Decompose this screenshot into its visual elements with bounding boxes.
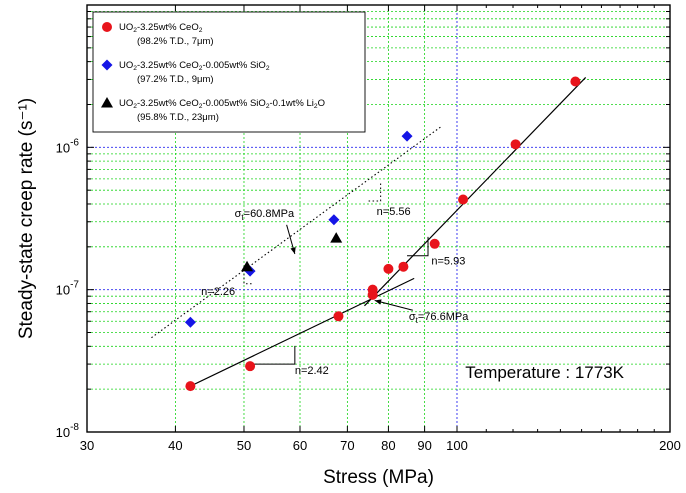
circle-data-point — [367, 284, 378, 295]
legend-entry-label-part: -0.005wt% SiO — [202, 98, 265, 109]
legend-box — [92, 11, 366, 133]
critical-stress-label-part: t — [416, 316, 419, 325]
legend-entry-label-part: UO — [119, 22, 133, 33]
x-tick-label: 30 — [80, 438, 94, 453]
legend-diamond-marker — [101, 59, 113, 71]
x-tick-label: 50 — [237, 438, 251, 453]
circle-data-point — [383, 263, 394, 274]
stress-exponent-label: n=5.93 — [431, 256, 465, 268]
critical-stress-label-part: t — [241, 213, 244, 222]
x-axis-label: Stress (MPa) — [323, 467, 434, 488]
fit-line — [364, 76, 587, 307]
triangle-data-point — [330, 232, 343, 243]
x-tick-label: 100 — [446, 438, 468, 453]
y-tick-label-base: 10 — [56, 140, 70, 155]
critical-stress-label-part: σ — [409, 311, 416, 323]
circle-data-point — [333, 311, 344, 322]
y-axis-label: Steady-state creep rate (s⁻¹) — [16, 98, 37, 339]
critical-stress-label: σt=76.6MPa — [409, 311, 469, 325]
legend-entry-label: UO2-3.25wt% CeO2 — [119, 22, 203, 34]
legend-entry-label-part: 2 — [314, 103, 318, 110]
stress-exponent-label: n=2.26 — [201, 286, 235, 298]
slope-triangle — [250, 345, 296, 365]
legend-entry-label: UO2-3.25wt% CeO2-0.005wt% SiO2 — [119, 60, 270, 72]
legend-entry-detail: (98.2% T.D., 7μm) — [137, 36, 214, 47]
x-tick-label: 40 — [168, 438, 182, 453]
y-tick-label-exponent: -6 — [70, 137, 79, 148]
x-tick-label: 60 — [293, 438, 307, 453]
legend-entry-label-part: -3.25wt% CeO — [137, 98, 199, 109]
legend-triangle-marker — [101, 97, 113, 108]
stress-exponent-label: n=5.56 — [377, 206, 411, 218]
triangle-data-point — [241, 260, 254, 272]
legend-entry-label-part: O — [318, 98, 325, 109]
circle-data-point — [398, 261, 409, 272]
legend-entry-label-part: -3.25wt% CeO — [137, 22, 199, 33]
legend-entry-label: UO2-3.25wt% CeO2-0.005wt% SiO2-0.1wt% Li… — [119, 98, 325, 110]
y-tick-label: 10-6 — [56, 137, 80, 155]
x-tick-label: 80 — [381, 438, 395, 453]
stress-exponent-label: n=2.42 — [295, 365, 329, 377]
slope-triangle — [368, 183, 382, 202]
circle-data-point — [185, 381, 196, 392]
diamond-data-point — [328, 214, 340, 226]
circle-data-point — [510, 139, 521, 150]
slope-triangle — [407, 236, 429, 257]
legend-entry-label-part: UO — [119, 60, 133, 71]
legend: UO2-3.25wt% CeO2(98.2% T.D., 7μm)UO2-3.2… — [92, 11, 366, 133]
x-tick-label: 90 — [417, 438, 431, 453]
y-tick-label-exponent: -8 — [70, 422, 79, 433]
diamond-data-point — [401, 130, 413, 142]
y-tick-label-exponent: -7 — [70, 280, 79, 291]
legend-entry-label-part: -3.25wt% CeO — [137, 60, 199, 71]
legend-entry-label-part: 2 — [266, 103, 270, 110]
legend-entry-label-part: 2 — [133, 103, 137, 110]
legend-entry-label-part: 2 — [133, 65, 137, 72]
legend-entry-detail: (97.2% T.D., 9μm) — [137, 74, 214, 85]
circle-data-point — [245, 361, 256, 372]
critical-stress-label-part: σ — [235, 208, 242, 220]
arrow-head — [374, 299, 382, 305]
legend-circle-marker — [102, 22, 112, 32]
y-tick-label-base: 10 — [56, 283, 70, 298]
critical-stress-label-part: =60.8MPa — [244, 208, 295, 220]
data-markers — [184, 76, 581, 392]
critical-stress-label: σt=60.8MPa — [235, 208, 295, 222]
x-tick-label: 200 — [659, 438, 681, 453]
axis-labels: Stress (MPa) Steady-state creep rate (s⁻… — [16, 98, 434, 488]
legend-entry-label-part: -0.005wt% SiO — [202, 60, 265, 71]
y-tick-label: 10-7 — [56, 280, 80, 298]
legend-entry-label-part: UO — [119, 98, 133, 109]
legend-entry-label-part: 2 — [199, 27, 203, 34]
legend-entry-label-part: 2 — [199, 103, 203, 110]
plot-frame — [86, 4, 671, 433]
y-tick-label: 10-8 — [56, 422, 80, 440]
legend-entry-label-part: 2 — [133, 27, 137, 34]
legend-entry-detail: (95.8% T.D., 23μm) — [137, 112, 219, 123]
arrow-head — [290, 247, 296, 255]
legend-entry-label-part: 2 — [199, 65, 203, 72]
critical-stress-label-part: =76.6MPa — [418, 311, 469, 323]
circle-data-point — [458, 194, 469, 205]
legend-entry-label-part: -0.1wt% Li — [270, 98, 314, 109]
circle-data-point — [429, 238, 440, 249]
diamond-data-point — [184, 316, 196, 328]
circle-data-point — [570, 76, 581, 87]
arrow-line — [374, 299, 413, 311]
temperature-label: Temperature : 1773K — [465, 363, 624, 382]
y-tick-label-base: 10 — [56, 425, 70, 440]
legend-entry-label-part: 2 — [266, 65, 270, 72]
annotations: n=2.42n=5.93n=2.26n=5.56σt=60.8MPaσt=76.… — [201, 206, 624, 382]
x-tick-label: 70 — [340, 438, 354, 453]
